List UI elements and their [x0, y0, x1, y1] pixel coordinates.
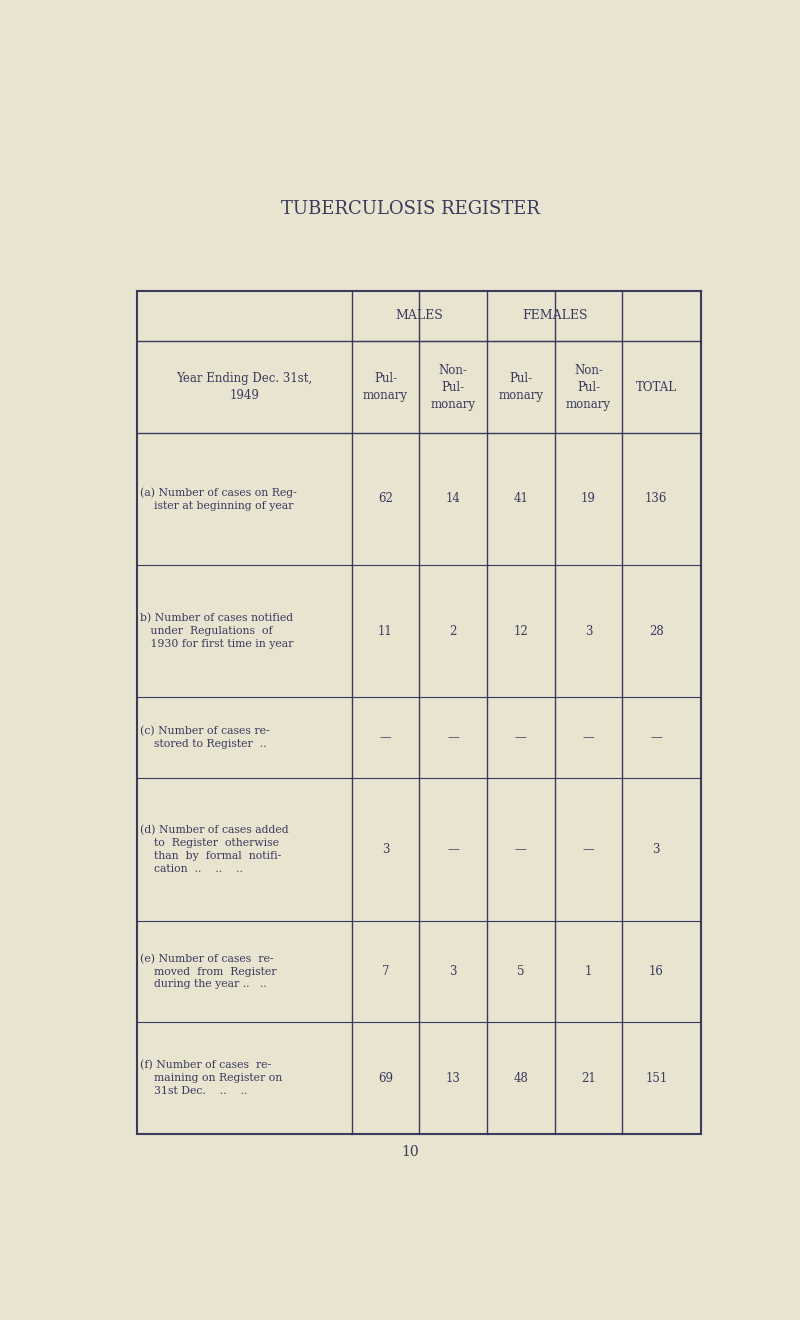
Text: 14: 14 [446, 492, 461, 506]
Text: 16: 16 [649, 965, 664, 978]
Text: 28: 28 [649, 624, 664, 638]
Text: —: — [447, 731, 459, 744]
Text: Non-
Pul-
monary: Non- Pul- monary [430, 363, 476, 411]
Text: —: — [650, 731, 662, 744]
Text: 10: 10 [401, 1146, 419, 1159]
Text: 62: 62 [378, 492, 393, 506]
Text: —: — [582, 843, 594, 857]
Text: Non-
Pul-
monary: Non- Pul- monary [566, 363, 611, 411]
Text: 21: 21 [581, 1072, 596, 1085]
Text: 19: 19 [581, 492, 596, 506]
Text: Pul-
monary: Pul- monary [363, 372, 408, 403]
Text: 3: 3 [382, 843, 389, 857]
Text: 12: 12 [514, 624, 528, 638]
Text: 48: 48 [514, 1072, 528, 1085]
Text: —: — [515, 731, 526, 744]
Text: 7: 7 [382, 965, 389, 978]
Text: (e) Number of cases  re-
    moved  from  Register
    during the year ..   ..: (e) Number of cases re- moved from Regis… [140, 953, 277, 990]
Text: 41: 41 [514, 492, 528, 506]
Text: 69: 69 [378, 1072, 393, 1085]
Text: —: — [515, 843, 526, 857]
Text: TUBERCULOSIS REGISTER: TUBERCULOSIS REGISTER [281, 201, 539, 218]
Text: —: — [379, 731, 391, 744]
Text: 13: 13 [446, 1072, 461, 1085]
Text: —: — [582, 731, 594, 744]
Text: Year Ending Dec. 31st,
1949: Year Ending Dec. 31st, 1949 [176, 372, 313, 403]
Text: 2: 2 [450, 624, 457, 638]
Text: b) Number of cases notified
   under  Regulations  of
   1930 for first time in : b) Number of cases notified under Regula… [140, 612, 294, 649]
Text: (c) Number of cases re-
    stored to Register  ..: (c) Number of cases re- stored to Regist… [140, 726, 270, 750]
Text: Pul-
monary: Pul- monary [498, 372, 543, 403]
Text: 3: 3 [585, 624, 592, 638]
Text: FEMALES: FEMALES [522, 309, 587, 322]
Text: 151: 151 [645, 1072, 667, 1085]
Text: (f) Number of cases  re-
    maining on Register on
    31st Dec.    ..    ..: (f) Number of cases re- maining on Regis… [140, 1060, 282, 1096]
Text: (d) Number of cases added
    to  Register  otherwise
    than  by  formal  noti: (d) Number of cases added to Register ot… [140, 825, 289, 874]
Text: 5: 5 [517, 965, 525, 978]
Text: 3: 3 [653, 843, 660, 857]
Text: (a) Number of cases on Reg-
    ister at beginning of year: (a) Number of cases on Reg- ister at beg… [140, 487, 297, 511]
Text: MALES: MALES [395, 309, 443, 322]
Text: TOTAL: TOTAL [636, 380, 677, 393]
Text: —: — [447, 843, 459, 857]
Text: 136: 136 [645, 492, 667, 506]
Text: 1: 1 [585, 965, 592, 978]
Text: 11: 11 [378, 624, 393, 638]
Text: 3: 3 [450, 965, 457, 978]
